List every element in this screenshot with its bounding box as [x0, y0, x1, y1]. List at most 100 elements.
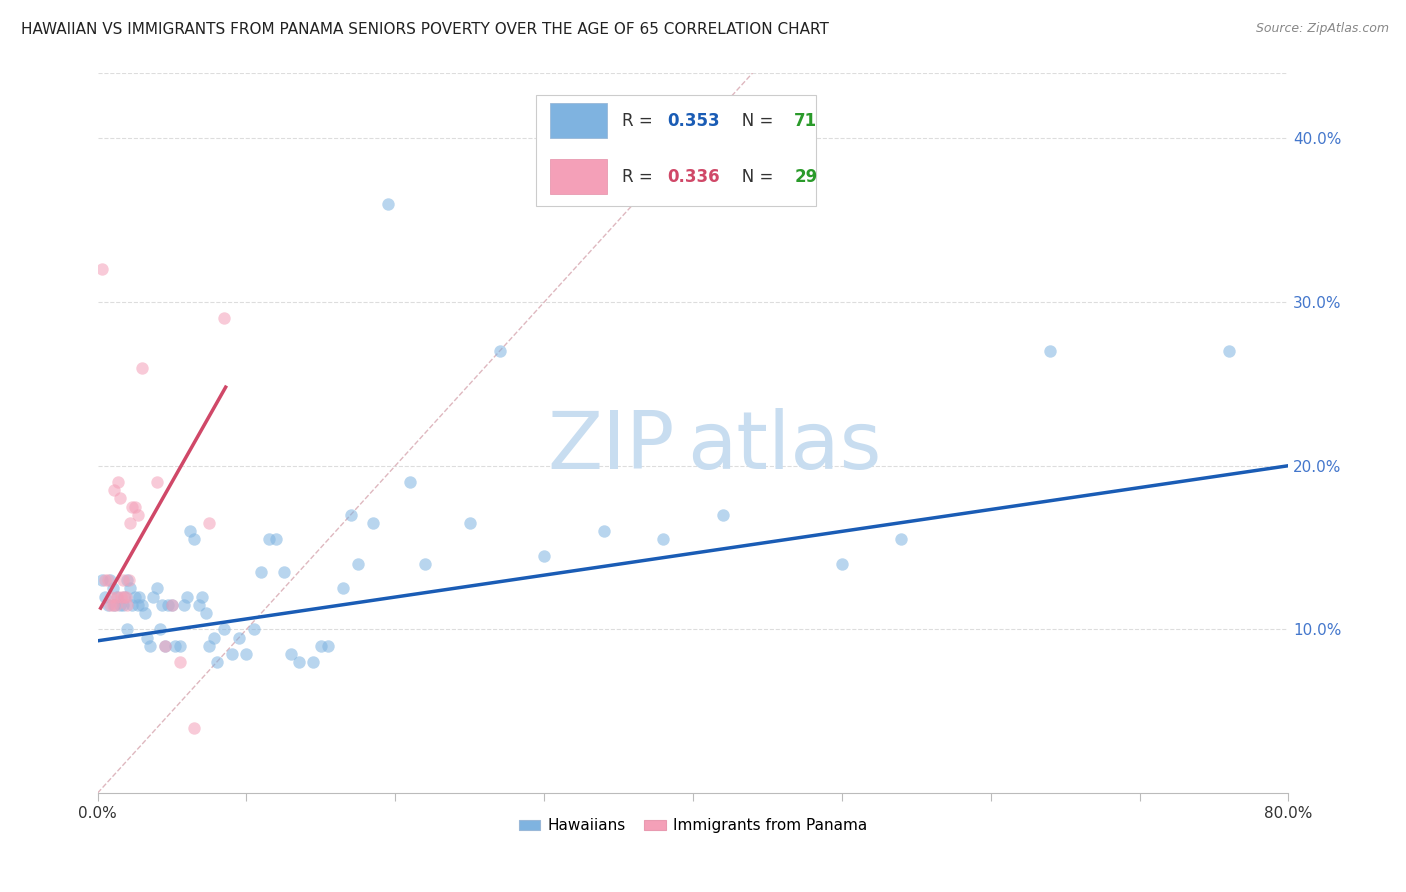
Point — [1039, 344, 1062, 359]
Point — [105, 590, 128, 604]
Text: N =: N = — [727, 168, 779, 186]
Point — [131, 360, 153, 375]
Point — [142, 590, 165, 604]
Point — [169, 639, 191, 653]
Point — [120, 516, 142, 530]
Point — [173, 598, 195, 612]
Point — [228, 631, 250, 645]
Text: atlas: atlas — [688, 409, 882, 486]
Point — [146, 475, 169, 489]
Point — [163, 639, 186, 653]
Point — [339, 508, 361, 522]
Point — [94, 590, 117, 604]
Point — [413, 557, 436, 571]
Point — [250, 565, 273, 579]
Point — [100, 590, 122, 604]
Point — [205, 655, 228, 669]
Point — [160, 598, 183, 612]
Point — [97, 574, 120, 588]
Legend: Hawaiians, Immigrants from Panama: Hawaiians, Immigrants from Panama — [512, 812, 873, 839]
Text: N =: N = — [727, 112, 779, 129]
Point — [108, 491, 131, 506]
Point — [533, 549, 555, 563]
Point — [104, 598, 127, 612]
Point — [101, 598, 124, 612]
Point — [212, 311, 235, 326]
Point — [149, 623, 172, 637]
Point — [124, 500, 146, 514]
Point — [221, 647, 243, 661]
Text: HAWAIIAN VS IMMIGRANTS FROM PANAMA SENIORS POVERTY OVER THE AGE OF 65 CORRELATIO: HAWAIIAN VS IMMIGRANTS FROM PANAMA SENIO… — [21, 22, 830, 37]
Point — [150, 598, 173, 612]
Point — [94, 574, 117, 588]
Point — [652, 533, 675, 547]
Text: ZIP: ZIP — [548, 409, 675, 486]
Point — [114, 590, 136, 604]
Point — [183, 721, 205, 735]
Point — [156, 598, 179, 612]
Point — [101, 582, 124, 596]
Point — [399, 475, 422, 489]
Point — [257, 533, 280, 547]
Point — [121, 500, 143, 514]
Point — [98, 574, 121, 588]
Point — [121, 598, 143, 612]
Point — [98, 598, 121, 612]
Point — [711, 508, 734, 522]
Point — [1218, 344, 1240, 359]
Point — [120, 582, 142, 596]
FancyBboxPatch shape — [550, 103, 607, 137]
Point — [114, 590, 136, 604]
Point — [191, 590, 214, 604]
Point — [135, 631, 157, 645]
Point — [187, 598, 209, 612]
Point — [831, 557, 853, 571]
Point — [139, 639, 162, 653]
Point — [264, 533, 287, 547]
Point — [198, 639, 221, 653]
Point — [111, 598, 134, 612]
Point — [146, 582, 169, 596]
Point — [235, 647, 257, 661]
Point — [488, 344, 510, 359]
Point — [103, 483, 125, 498]
Point — [134, 606, 156, 620]
Point — [361, 516, 384, 530]
Point — [107, 475, 129, 489]
Point — [592, 524, 614, 538]
Point — [273, 565, 295, 579]
Point — [309, 639, 332, 653]
Point — [347, 557, 370, 571]
Point — [243, 623, 266, 637]
Point — [127, 508, 149, 522]
Point — [890, 533, 912, 547]
Point — [160, 598, 183, 612]
Point — [127, 598, 149, 612]
Point — [108, 598, 131, 612]
Point — [377, 197, 399, 211]
FancyBboxPatch shape — [536, 95, 815, 206]
Point — [318, 639, 340, 653]
Point — [302, 655, 325, 669]
Point — [153, 639, 176, 653]
Point — [110, 590, 132, 604]
Text: 0.353: 0.353 — [666, 112, 720, 129]
Text: R =: R = — [621, 112, 658, 129]
Point — [212, 623, 235, 637]
Point — [91, 574, 114, 588]
Text: 71: 71 — [794, 112, 817, 129]
Point — [115, 590, 138, 604]
Point — [117, 623, 139, 637]
Point — [179, 524, 201, 538]
Point — [195, 606, 218, 620]
Point — [128, 590, 150, 604]
Point — [118, 574, 141, 588]
Point — [458, 516, 481, 530]
Point — [124, 590, 146, 604]
Point — [91, 262, 114, 277]
Point — [280, 647, 302, 661]
Text: R =: R = — [621, 168, 658, 186]
Text: 29: 29 — [794, 168, 817, 186]
Point — [169, 655, 191, 669]
Point — [131, 598, 153, 612]
